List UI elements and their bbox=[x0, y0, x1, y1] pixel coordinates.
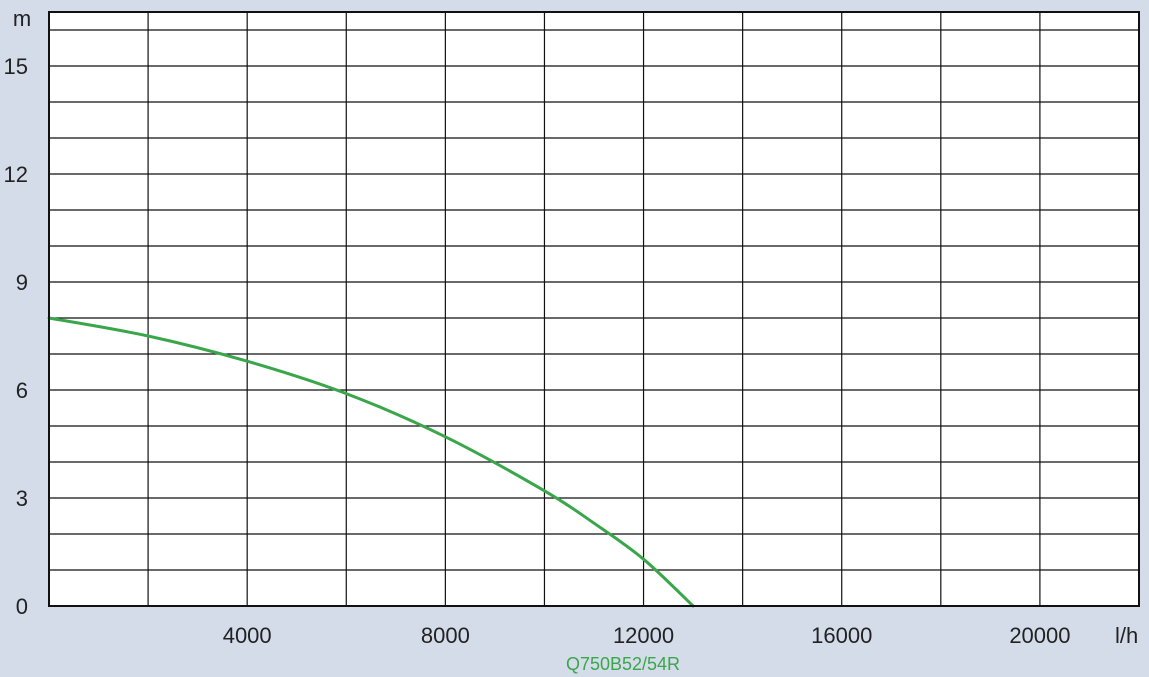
x-axis-ticks: 4000 8000 12000 16000 20000 bbox=[223, 623, 1071, 648]
x-tick-label: 16000 bbox=[811, 623, 872, 648]
y-tick-label: 12 bbox=[4, 162, 28, 187]
x-axis-unit: l/h bbox=[1115, 623, 1138, 648]
x-tick-label: 12000 bbox=[613, 623, 674, 648]
plot-frame bbox=[48, 11, 1140, 607]
y-tick-label: 9 bbox=[16, 270, 28, 295]
series-label: Q750B52/54R bbox=[566, 654, 680, 674]
y-axis-ticks: 0 3 6 9 12 15 bbox=[4, 54, 28, 619]
plot-area bbox=[49, 12, 1139, 606]
series-layer bbox=[47, 316, 695, 608]
grid bbox=[49, 12, 1139, 606]
y-axis-unit: m bbox=[13, 6, 31, 31]
x-tick-label: 20000 bbox=[1009, 623, 1070, 648]
series-line bbox=[47, 316, 695, 608]
y-tick-label: 15 bbox=[4, 54, 28, 79]
x-tick-label: 8000 bbox=[421, 623, 470, 648]
y-tick-label: 0 bbox=[16, 594, 28, 619]
y-tick-label: 3 bbox=[16, 486, 28, 511]
y-tick-label: 6 bbox=[16, 378, 28, 403]
x-tick-label: 4000 bbox=[223, 623, 272, 648]
